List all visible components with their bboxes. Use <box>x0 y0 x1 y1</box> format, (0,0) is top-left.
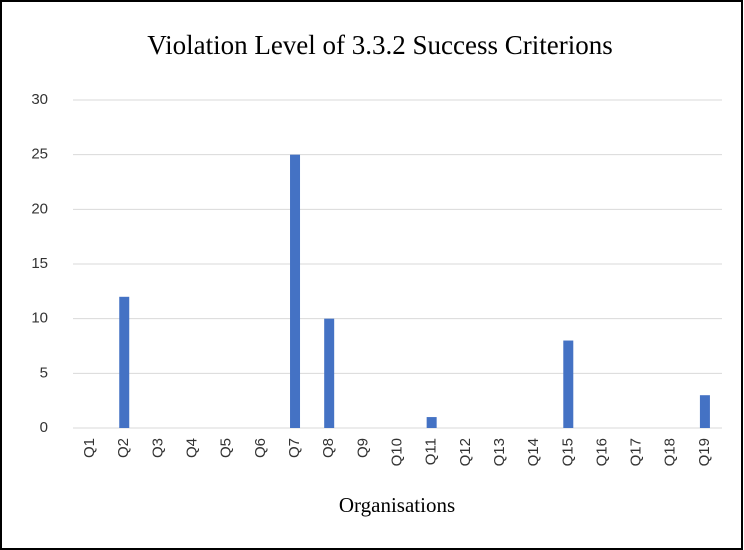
x-tick-label: Q5 <box>218 438 235 458</box>
x-tick-label: Q4 <box>184 438 201 458</box>
x-tick-label: Q2 <box>115 438 132 458</box>
bar <box>426 417 437 428</box>
x-tick-label: Q3 <box>149 438 166 458</box>
y-tick-label: 0 <box>40 419 48 436</box>
x-tick-label: Q8 <box>320 438 337 458</box>
x-tick-label: Q14 <box>525 438 542 466</box>
x-tick-label: Q11 <box>423 438 440 465</box>
y-tick-label: 20 <box>31 200 48 217</box>
y-tick-label: 30 <box>31 91 48 108</box>
y-tick-label: 15 <box>31 255 48 272</box>
y-tick-label: 5 <box>40 364 48 381</box>
x-tick-label: Q6 <box>252 438 269 458</box>
x-tick-label: Q9 <box>354 438 371 458</box>
bar <box>699 395 710 428</box>
x-tick-label: Q12 <box>457 438 474 466</box>
x-tick-label: Q19 <box>696 438 713 466</box>
chart-title: Violation Level of 3.3.2 Success Criteri… <box>147 30 613 60</box>
y-tick-label: 25 <box>31 146 48 163</box>
x-tick-label: Q13 <box>491 438 508 466</box>
x-tick-label: Q18 <box>662 438 679 466</box>
x-axis-label: Organisations <box>339 493 455 517</box>
bar <box>119 296 130 428</box>
x-tick-label: Q1 <box>81 438 98 458</box>
x-tick-label: Q15 <box>559 438 576 466</box>
bar <box>290 154 301 428</box>
x-tick-label: Q16 <box>593 438 610 466</box>
x-tick-label: Q7 <box>286 438 303 458</box>
bar <box>563 340 574 428</box>
x-tick-label: Q10 <box>388 438 405 466</box>
y-tick-label: 10 <box>31 310 48 327</box>
bar <box>324 318 335 428</box>
x-tick-label: Q17 <box>628 438 645 466</box>
